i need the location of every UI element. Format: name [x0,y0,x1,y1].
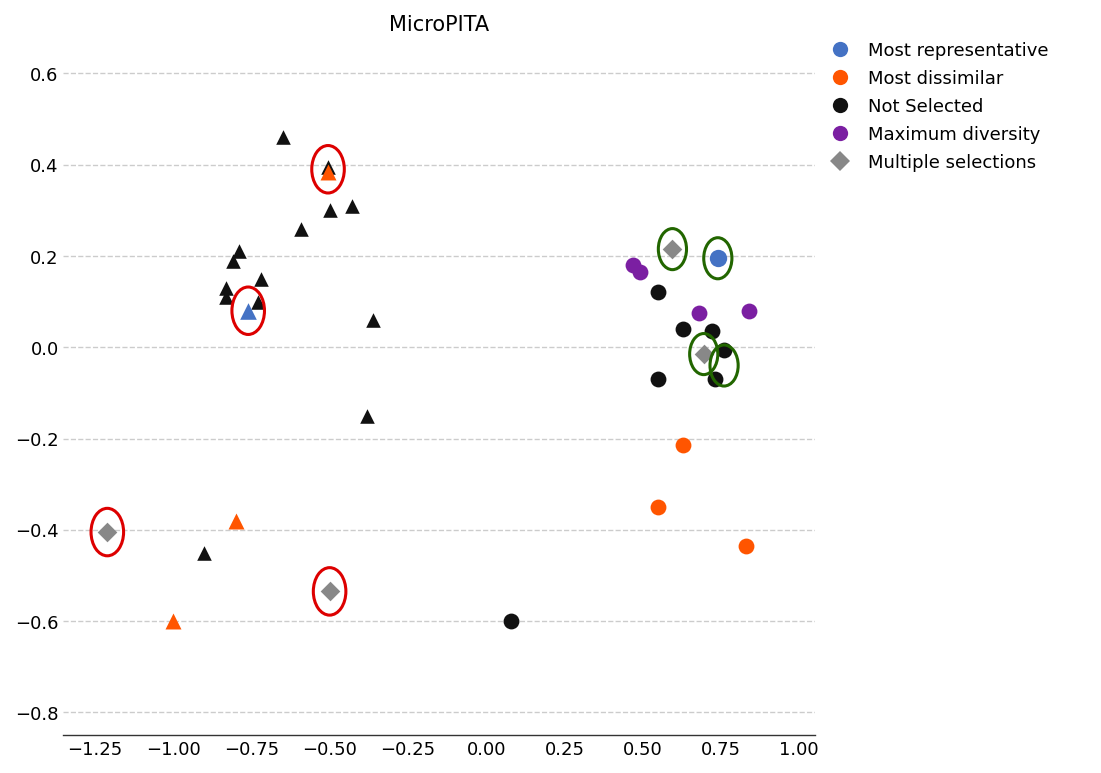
Point [690,307,708,319]
Point [98,526,116,539]
Point [675,439,693,451]
Point [320,205,338,217]
Point [227,515,244,527]
Point [709,253,727,265]
Point [164,615,182,628]
Point [239,305,257,317]
Point [196,547,214,559]
Point [706,373,723,386]
Point [319,166,337,179]
Point [230,246,248,258]
Point [631,266,648,278]
Point [675,323,693,335]
Point [342,200,360,213]
Legend: Most representative, Most dissimilar, Not Selected, Maximum diversity, Multiple : Most representative, Most dissimilar, No… [822,42,1048,172]
Point [320,585,338,598]
Point [293,223,310,235]
Point [217,291,235,304]
Point [319,162,337,174]
Point [624,259,642,271]
Point [252,273,270,285]
Point [650,373,667,386]
Point [502,615,520,628]
Point [224,255,241,267]
Title: MicroPITA: MicroPITA [389,15,489,35]
Point [702,325,720,338]
Point [695,349,712,361]
Point [650,501,667,513]
Point [358,410,375,422]
Point [650,287,667,299]
Point [217,282,235,295]
Point [274,131,292,144]
Point [716,344,733,356]
Point [664,243,682,256]
Point [364,314,382,326]
Point [249,296,266,308]
Point [737,540,754,552]
Point [740,305,757,317]
